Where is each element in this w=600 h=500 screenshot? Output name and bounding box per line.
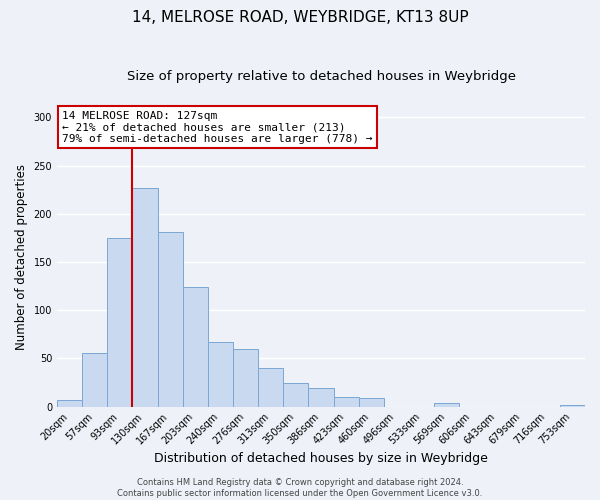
Bar: [560, 404, 585, 406]
Bar: [158, 232, 183, 406]
Title: Size of property relative to detached houses in Weybridge: Size of property relative to detached ho…: [127, 70, 515, 83]
Bar: [308, 388, 334, 406]
Text: 14, MELROSE ROAD, WEYBRIDGE, KT13 8UP: 14, MELROSE ROAD, WEYBRIDGE, KT13 8UP: [131, 10, 469, 25]
Bar: [434, 403, 459, 406]
Text: Contains HM Land Registry data © Crown copyright and database right 2024.
Contai: Contains HM Land Registry data © Crown c…: [118, 478, 482, 498]
Bar: [359, 398, 384, 406]
X-axis label: Distribution of detached houses by size in Weybridge: Distribution of detached houses by size …: [154, 452, 488, 465]
Bar: [133, 188, 158, 406]
Bar: [208, 342, 233, 406]
Bar: [258, 368, 283, 406]
Bar: [183, 287, 208, 406]
Bar: [57, 400, 82, 406]
Bar: [283, 382, 308, 406]
Bar: [334, 397, 359, 406]
Bar: [107, 238, 133, 406]
Y-axis label: Number of detached properties: Number of detached properties: [15, 164, 28, 350]
Bar: [82, 352, 107, 406]
Bar: [233, 349, 258, 406]
Text: 14 MELROSE ROAD: 127sqm
← 21% of detached houses are smaller (213)
79% of semi-d: 14 MELROSE ROAD: 127sqm ← 21% of detache…: [62, 111, 373, 144]
